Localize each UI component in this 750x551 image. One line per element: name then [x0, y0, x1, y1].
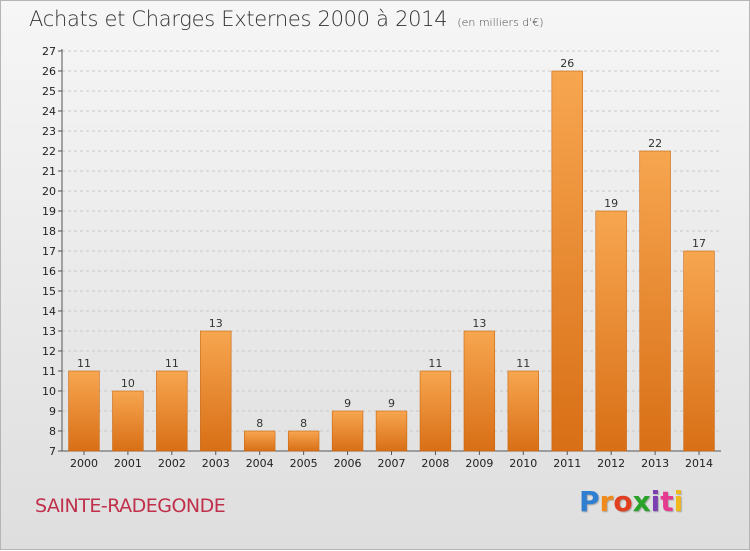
bar-2000 — [68, 370, 100, 452]
x-tick-label: 2000 — [70, 457, 98, 470]
logo-letter: x — [632, 485, 651, 518]
data-labels: 11 10 11 13 8 8 9 9 11 13 11 26 19 22 17 — [77, 57, 706, 430]
y-tick-label: 10 — [42, 385, 56, 398]
y-tick-label: 21 — [42, 165, 56, 178]
x-tick-label: 2002 — [158, 457, 186, 470]
chart-unit: (en milliers d'€) — [457, 16, 544, 29]
logo-letter: o — [613, 485, 633, 518]
y-tick-label: 16 — [42, 265, 56, 278]
data-label-2013: 22 — [648, 137, 662, 150]
bar-2014 — [683, 250, 715, 452]
x-tick-label: 2009 — [465, 457, 493, 470]
bar-2006 — [331, 410, 364, 452]
bar-2013 — [639, 150, 671, 452]
y-tick-label: 25 — [42, 85, 56, 98]
y-tick-label: 7 — [49, 445, 56, 458]
x-tick-label: 2006 — [334, 457, 362, 470]
y-tick-label: 19 — [42, 205, 56, 218]
x-tick-label: 2011 — [553, 457, 581, 470]
data-label-2007: 9 — [388, 397, 395, 410]
y-tick-label: 12 — [42, 345, 56, 358]
y-tick-label: 24 — [42, 105, 56, 118]
bar-2002 — [156, 370, 188, 452]
chart-title: Achats et Charges Externes 2000 à 2014 (e… — [29, 7, 544, 31]
y-tick-label: 23 — [42, 125, 56, 138]
bar-2005 — [287, 430, 320, 452]
y-tick-label: 27 — [42, 45, 56, 58]
data-label-2003: 13 — [209, 317, 223, 330]
bar-2010 — [507, 370, 539, 452]
data-label-2005: 8 — [300, 417, 307, 430]
x-tick-label: 2005 — [290, 457, 318, 470]
y-tick-label: 26 — [42, 65, 56, 78]
x-tick-label: 2004 — [246, 457, 274, 470]
y-tick-label: 14 — [42, 305, 56, 318]
logo-letter: i — [650, 485, 661, 518]
data-label-2011: 26 — [560, 57, 574, 70]
bar-2011 — [551, 70, 583, 452]
y-tick-label: 15 — [42, 285, 56, 298]
data-label-2002: 11 — [165, 357, 179, 370]
x-tick-label: 2014 — [685, 457, 713, 470]
y-tick-label: 17 — [42, 245, 56, 258]
data-label-2014: 17 — [692, 237, 706, 250]
bar-2003 — [200, 330, 232, 452]
y-tick-label: 13 — [42, 325, 56, 338]
y-tick-label: 20 — [42, 185, 56, 198]
data-label-2004: 8 — [256, 417, 263, 430]
bar-2009 — [463, 330, 496, 452]
x-tick-label: 2013 — [641, 457, 669, 470]
y-tick-label: 22 — [42, 145, 56, 158]
data-label-2006: 9 — [344, 397, 351, 410]
logo-letter: r — [599, 485, 614, 518]
data-label-2008: 11 — [428, 357, 442, 370]
x-tick-label: 2003 — [202, 457, 230, 470]
data-label-2012: 19 — [604, 197, 618, 210]
data-label-2009: 13 — [472, 317, 486, 330]
x-tick-label: 2008 — [421, 457, 449, 470]
y-tick-label: 8 — [49, 425, 56, 438]
x-tick-label: 2007 — [378, 457, 406, 470]
data-label-2001: 10 — [121, 377, 135, 390]
logo-letter: P — [579, 485, 600, 518]
y-tick-label: 18 — [42, 225, 56, 238]
bar-2004 — [244, 430, 276, 452]
data-label-2010: 11 — [516, 357, 530, 370]
bar-2008 — [419, 370, 452, 452]
x-tick-label: 2010 — [509, 457, 537, 470]
proxiti-logo[interactable]: Proxiti — [579, 485, 683, 518]
bar-2001 — [112, 390, 144, 452]
x-tick-label: 2001 — [114, 457, 142, 470]
bars — [68, 70, 715, 452]
y-tick-label: 11 — [42, 365, 56, 378]
y-tick-label: 9 — [49, 405, 56, 418]
logo-letter: i — [673, 485, 684, 518]
commune-name: SAINTE-RADEGONDE — [35, 495, 226, 517]
chart-title-text: Achats et Charges Externes 2000 à 2014 — [29, 7, 448, 31]
bar-2007 — [375, 410, 408, 452]
logo-letter: t — [660, 485, 674, 518]
x-tick-label: 2012 — [597, 457, 625, 470]
bar-2012 — [595, 210, 627, 452]
data-label-2000: 11 — [77, 357, 91, 370]
